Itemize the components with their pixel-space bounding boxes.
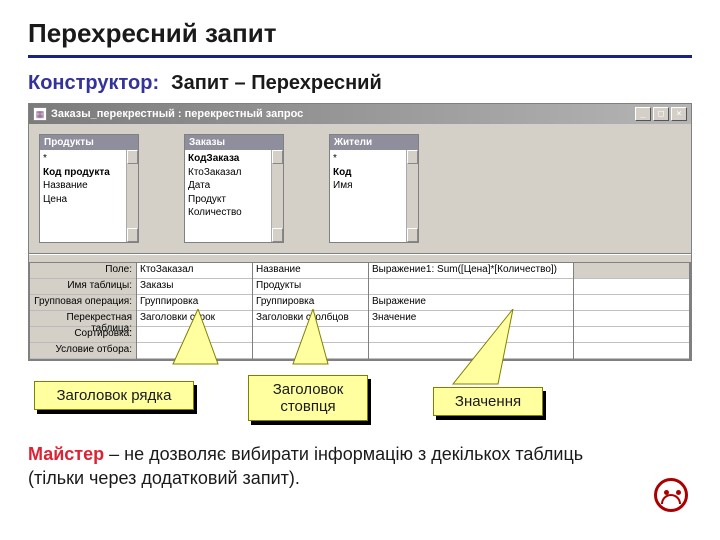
field[interactable]: Продукт — [188, 193, 280, 207]
query-grid: Поле: Имя таблицы: Групповая операция: П… — [29, 262, 691, 360]
field[interactable]: Код продукта — [43, 166, 135, 180]
grid-cell[interactable]: Название — [253, 263, 368, 279]
grid-row-labels: Поле: Имя таблицы: Групповая операция: П… — [30, 263, 137, 359]
sad-face-icon — [654, 478, 688, 512]
grid-cell[interactable]: Продукты — [253, 279, 368, 295]
close-button[interactable]: × — [671, 107, 687, 121]
field[interactable]: Цена — [43, 193, 135, 207]
callout-col-heading: Заголовок стовпця — [248, 375, 368, 421]
grid-cell[interactable]: КтоЗаказал — [137, 263, 252, 279]
grid-cell[interactable]: Выражение1: Sum([Цена]*[Количество]) — [369, 263, 573, 279]
field[interactable]: Название — [43, 179, 135, 193]
field[interactable]: Код — [333, 166, 415, 180]
grid-cell[interactable] — [574, 263, 689, 279]
field[interactable]: КодЗаказа — [188, 152, 280, 166]
subtitle-row: Конструктор: Запит – Перехресний — [28, 72, 692, 95]
table-scrollbar[interactable] — [406, 150, 418, 242]
query-designer-window: ▦ Заказы_перекрестный : перекрестный зап… — [28, 103, 692, 361]
field[interactable]: * — [43, 152, 135, 166]
field[interactable]: Имя — [333, 179, 415, 193]
footer-term: Майстер — [28, 444, 104, 464]
field[interactable]: КтоЗаказал — [188, 166, 280, 180]
field[interactable]: * — [333, 152, 415, 166]
window-title: Заказы_перекрестный : перекрестный запро… — [51, 108, 635, 120]
grid-cell[interactable] — [574, 343, 689, 359]
grid-cell[interactable] — [574, 295, 689, 311]
grid-label: Сортировка: — [30, 327, 136, 343]
table-header: Заказы — [185, 135, 283, 150]
grid-cell[interactable] — [574, 311, 689, 327]
table-box[interactable]: Заказы КодЗаказа КтоЗаказал Дата Продукт… — [184, 134, 284, 243]
field[interactable]: Дата — [188, 179, 280, 193]
table-box[interactable]: Жители * Код Имя — [329, 134, 419, 243]
grid-label: Перекрестная таблица: — [30, 311, 136, 327]
footer-text: – не дозволяє вибирати інформацію з декі… — [28, 444, 583, 488]
grid-cell[interactable] — [369, 279, 573, 295]
footer-note: Майстер – не дозволяє вибирати інформаці… — [28, 442, 692, 491]
grid-cell[interactable] — [574, 279, 689, 295]
subtitle-value: Запит – Перехресний — [171, 72, 382, 95]
grid-label: Условие отбора: — [30, 343, 136, 359]
grid-column[interactable] — [574, 263, 690, 359]
slide-title: Перехресний запит — [28, 18, 692, 58]
minimize-button[interactable]: _ — [635, 107, 651, 121]
grid-label: Поле: — [30, 263, 136, 279]
subtitle-label: Конструктор: — [28, 72, 159, 95]
callout-pointer — [283, 309, 343, 374]
table-scrollbar[interactable] — [271, 150, 283, 242]
table-relationship-area: Продукты * Код продукта Название Цена За… — [29, 124, 691, 254]
grid-label: Групповая операция: — [30, 295, 136, 311]
table-box[interactable]: Продукты * Код продукта Название Цена — [39, 134, 139, 243]
grid-label: Имя таблицы: — [30, 279, 136, 295]
callout-row-heading: Заголовок рядка — [34, 381, 194, 410]
callout-value: Значення — [433, 387, 543, 416]
callout-pointer — [433, 309, 533, 387]
callout-pointer — [163, 309, 233, 379]
maximize-button[interactable]: □ — [653, 107, 669, 121]
field[interactable]: Количество — [188, 206, 280, 220]
window-icon: ▦ — [33, 107, 47, 121]
grid-cell[interactable] — [574, 327, 689, 343]
grid-cell[interactable]: Заказы — [137, 279, 252, 295]
table-header: Жители — [330, 135, 418, 150]
table-header: Продукты — [40, 135, 138, 150]
table-scrollbar[interactable] — [126, 150, 138, 242]
window-titlebar: ▦ Заказы_перекрестный : перекрестный зап… — [29, 104, 691, 124]
pane-splitter[interactable] — [29, 254, 691, 262]
callout-area: Заголовок рядка Заголовок стовпця Значен… — [28, 359, 692, 434]
